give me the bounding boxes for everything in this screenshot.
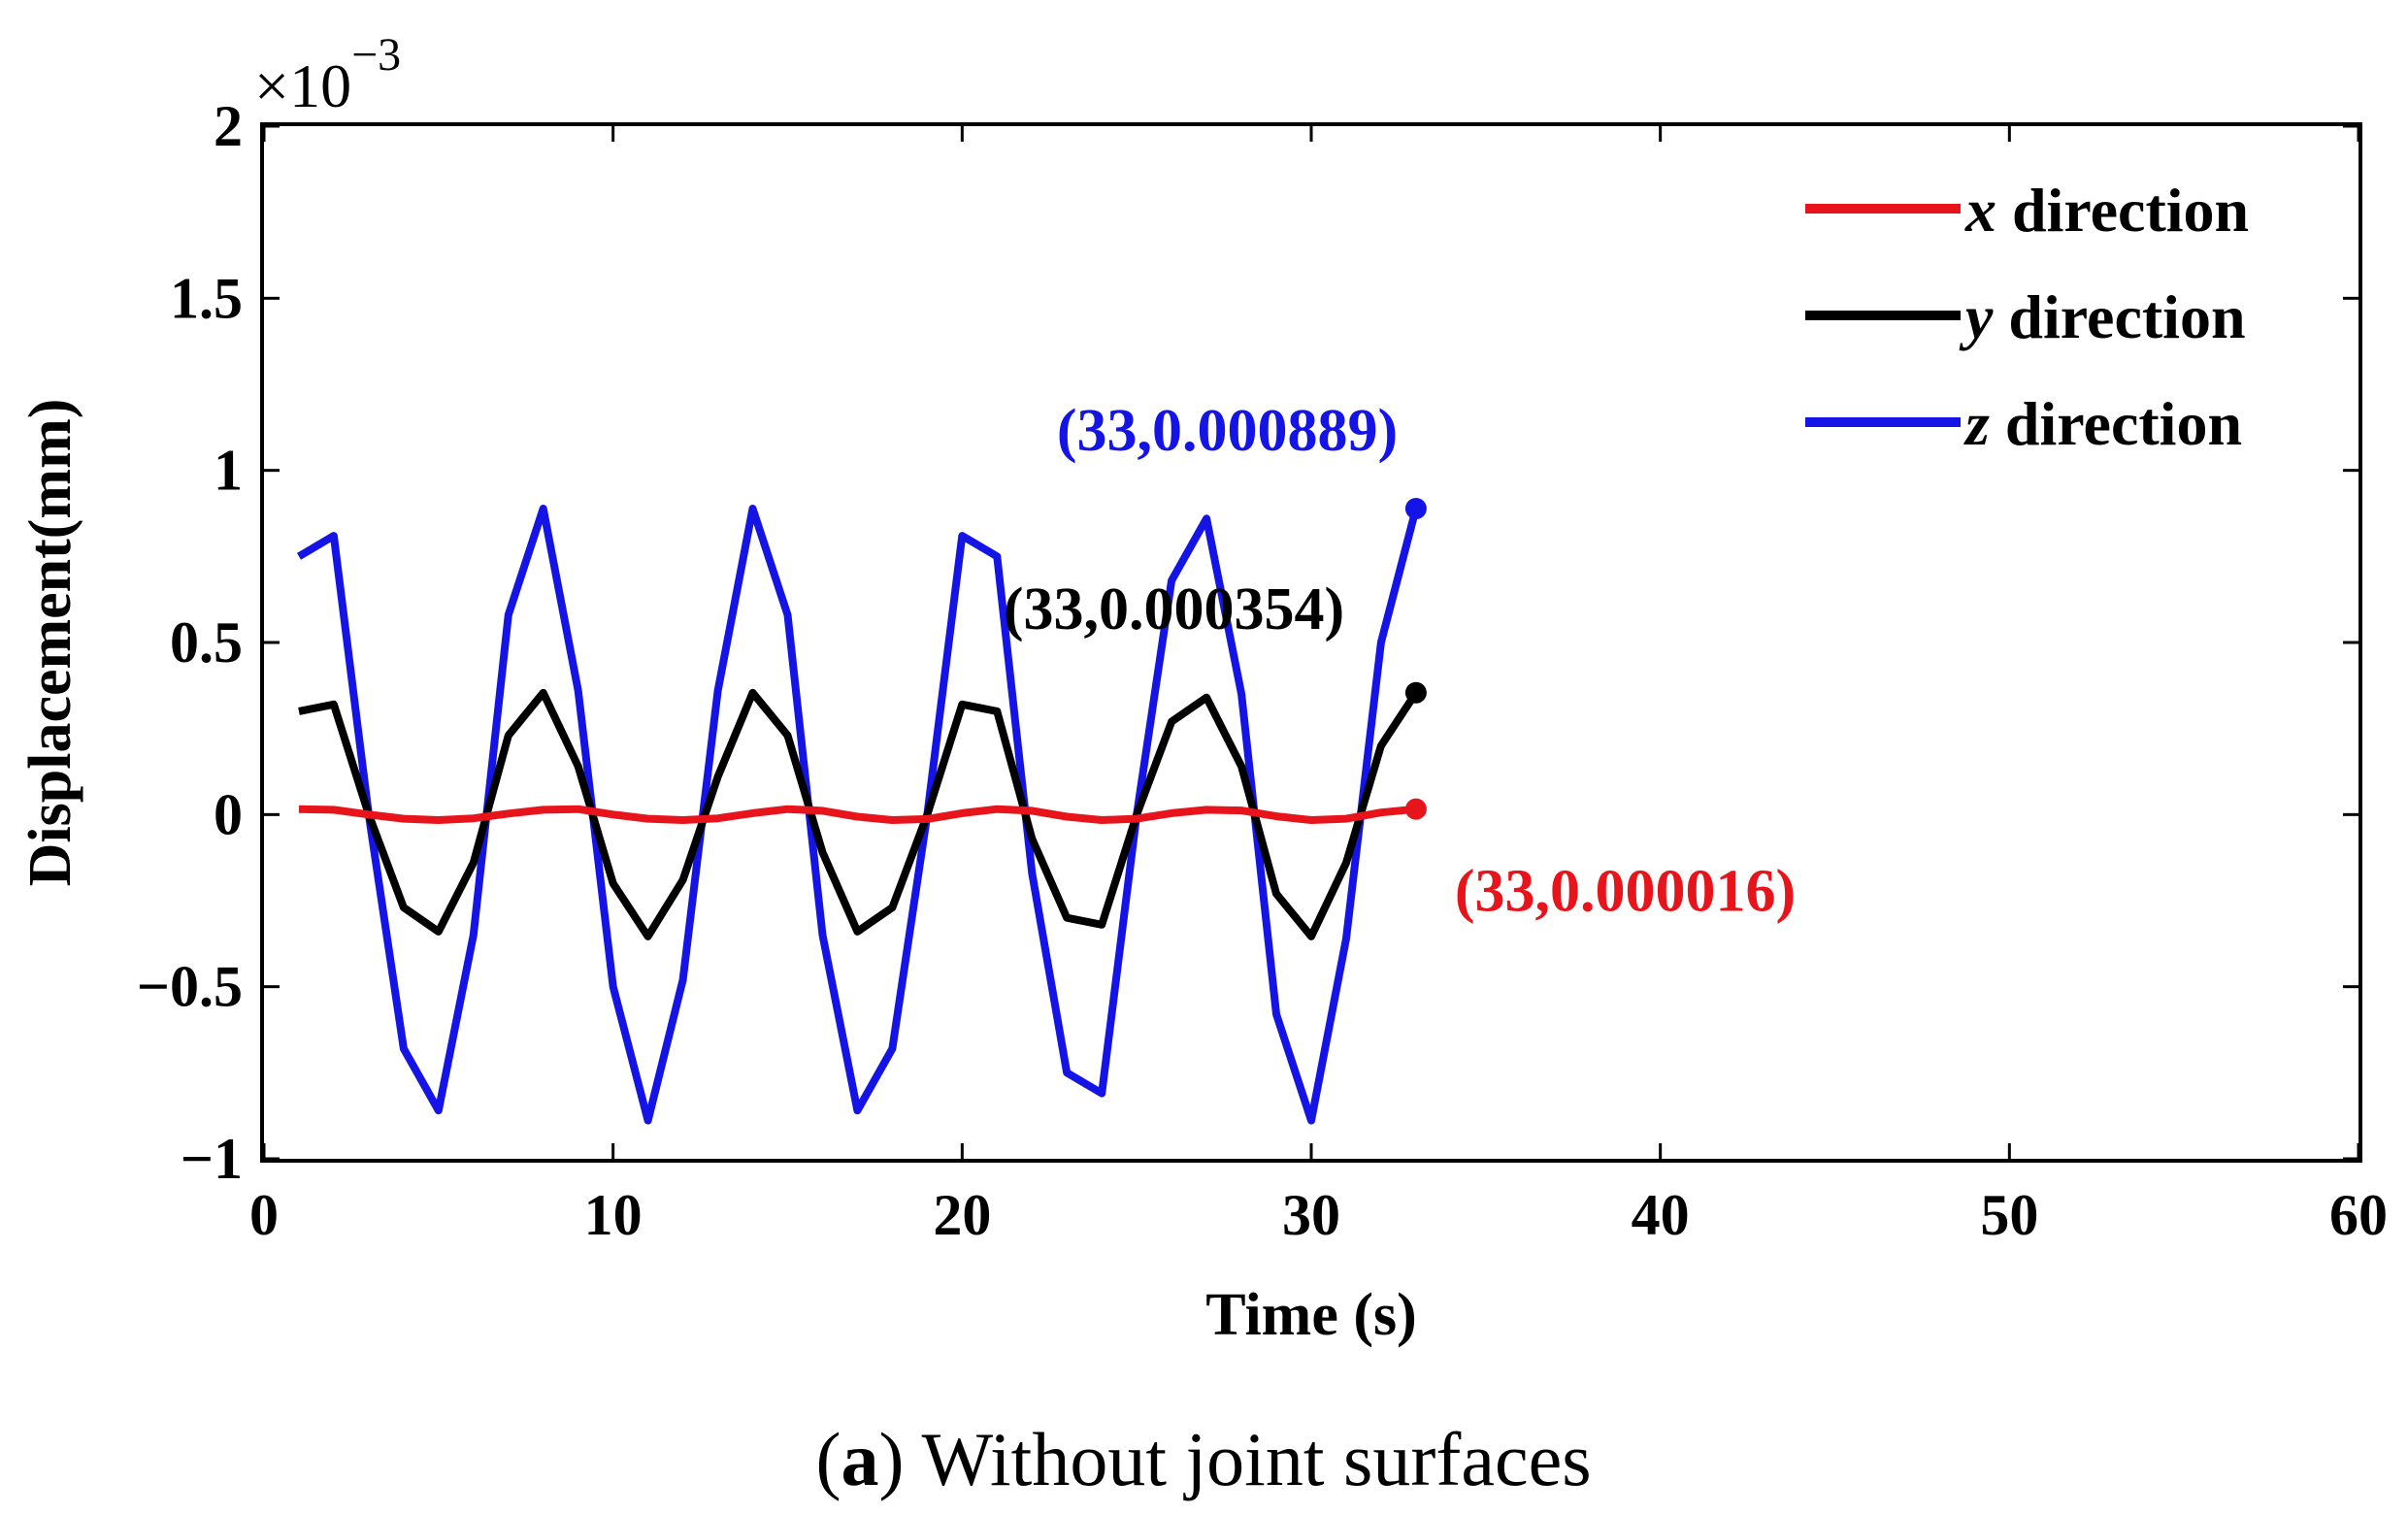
y-tick-label: 1 bbox=[214, 439, 243, 503]
caption-open-paren: ( bbox=[815, 1417, 841, 1501]
y-multiplier: ×10−3 bbox=[254, 29, 401, 120]
series-layer bbox=[296, 505, 1420, 1125]
x-axis-label: Time (s) bbox=[1205, 1282, 1417, 1348]
y-axis-label: Displacement(mm) bbox=[17, 399, 83, 887]
legend-label-x: x direction bbox=[1964, 176, 2249, 245]
annotation-label: (33,0.000016) bbox=[1455, 859, 1796, 925]
y-axis-ticks: −1 −0.5 0 0.5 1 1.5 2 bbox=[137, 94, 2359, 1191]
y-tick-label: −0.5 bbox=[137, 955, 243, 1019]
y-tick-label: 1.5 bbox=[170, 266, 243, 330]
annotation-marker bbox=[1404, 498, 1427, 520]
figure-caption: (a) Without joint surfaces bbox=[815, 1417, 1591, 1501]
x-axis-ticks: 0 10 20 30 40 50 60 bbox=[249, 126, 2388, 1247]
x-tick-label: 20 bbox=[933, 1183, 991, 1247]
annotation-marker bbox=[1404, 798, 1427, 820]
x-tick-label: 0 bbox=[249, 1183, 279, 1247]
y-tick-label: 2 bbox=[214, 94, 243, 158]
annotation-label: (33,0.000354) bbox=[1004, 576, 1344, 642]
y-tick-label: 0 bbox=[214, 782, 243, 846]
legend-label-z: z direction bbox=[1963, 389, 2242, 458]
legend-rest-y: direction bbox=[1993, 282, 2245, 351]
x-tick-label: 40 bbox=[1632, 1183, 1690, 1247]
y-multiplier-exponent: −3 bbox=[351, 29, 401, 81]
legend-rest-x: direction bbox=[1996, 176, 2249, 245]
plot-frame bbox=[260, 122, 2362, 1163]
legend-var-x: x bbox=[1964, 176, 1996, 245]
x-tick-label: 30 bbox=[1282, 1183, 1340, 1247]
caption-letter: a bbox=[841, 1417, 878, 1501]
y-multiplier-base: ×10 bbox=[254, 51, 351, 120]
annotation-layer: (33,0.000889) (33,0.000354) (33,0.000016) bbox=[1004, 398, 1796, 925]
y-tick-label: −1 bbox=[181, 1127, 243, 1191]
legend-var-z: z bbox=[1963, 389, 1990, 458]
annotation-label: (33,0.000889) bbox=[1057, 398, 1398, 464]
x-tick-label: 10 bbox=[584, 1183, 643, 1247]
x-tick-label: 60 bbox=[2329, 1183, 2388, 1247]
annotation-marker bbox=[1404, 681, 1427, 704]
legend-rest-z: direction bbox=[1990, 389, 2242, 458]
y-tick-label: 0.5 bbox=[170, 610, 243, 675]
legend-label-y: y direction bbox=[1959, 282, 2246, 351]
series-line-x bbox=[298, 805, 1417, 824]
legend: x direction y direction z direction bbox=[1805, 176, 2249, 458]
x-tick-label: 50 bbox=[1980, 1183, 2038, 1247]
caption-rest: ) Without joint surfaces bbox=[878, 1417, 1591, 1501]
